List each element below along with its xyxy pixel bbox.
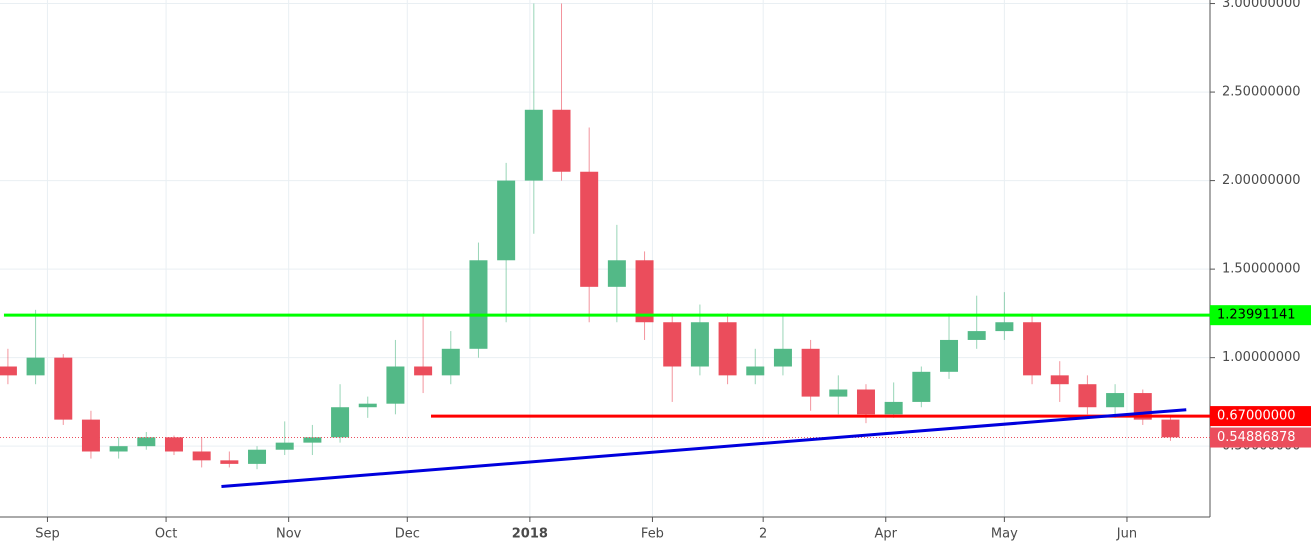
- trend-line: [221, 408, 1187, 489]
- y-tick-label: 1.50000000: [1222, 262, 1301, 277]
- candle-body: [220, 460, 239, 464]
- candle-body: [0, 366, 17, 376]
- candle-body: [773, 348, 792, 367]
- candle-body: [524, 109, 543, 181]
- candle-body: [1050, 375, 1069, 385]
- candle-body: [884, 401, 903, 415]
- candle-body: [358, 403, 377, 408]
- candle-body: [248, 449, 267, 464]
- candle-body: [441, 348, 460, 376]
- x-tick-label: Feb: [641, 527, 664, 542]
- price-box: [1210, 427, 1311, 448]
- x-tick-label: 2018: [512, 527, 548, 542]
- candle-body: [414, 366, 433, 376]
- price-box: [1210, 305, 1311, 326]
- candle-body: [856, 389, 875, 415]
- candle-body: [331, 407, 350, 438]
- candle-body: [940, 339, 959, 372]
- candle-body: [690, 322, 709, 367]
- x-tick-label: Sep: [35, 527, 60, 542]
- x-tick-label: Nov: [276, 527, 302, 542]
- candle-body: [81, 419, 100, 452]
- candle-body: [663, 322, 682, 367]
- y-tick-label: 1.00000000: [1222, 350, 1301, 365]
- candle-body: [746, 366, 765, 376]
- candle-body: [580, 171, 599, 287]
- candle-body: [967, 331, 986, 340]
- price-box-label: 0.54886878: [1217, 430, 1296, 445]
- candle-body: [718, 322, 737, 376]
- candle-body: [1161, 419, 1180, 438]
- candle-body: [995, 322, 1014, 332]
- x-tick-label: Apr: [875, 527, 898, 542]
- candle-body: [497, 180, 516, 261]
- x-tick-label: May: [991, 527, 1018, 542]
- candle-body: [552, 109, 571, 172]
- y-tick-label: 3.00000000: [1222, 0, 1301, 11]
- candle-body: [1023, 322, 1042, 376]
- x-tick-label: Oct: [155, 527, 177, 542]
- y-tick-label: 2.50000000: [1222, 85, 1301, 100]
- x-tick-label: Jun: [1116, 527, 1137, 542]
- price-box-label: 0.67000000: [1217, 409, 1296, 424]
- candle-body: [607, 260, 626, 287]
- y-tick-label: 2.00000000: [1222, 173, 1301, 188]
- candle-body: [109, 446, 128, 452]
- candle-body: [801, 348, 820, 397]
- candle-body: [469, 260, 488, 349]
- price-box: [1210, 406, 1311, 427]
- candle-body: [26, 357, 45, 376]
- candle-body: [912, 371, 931, 402]
- candle-body: [164, 437, 183, 452]
- candle-body: [137, 437, 156, 447]
- x-tick-label: 2: [759, 527, 767, 542]
- candle-body: [275, 442, 294, 450]
- candle-body: [635, 260, 654, 323]
- candle-body: [386, 366, 405, 404]
- candle-body: [1078, 384, 1097, 408]
- candle-body: [192, 451, 211, 461]
- candle-body: [303, 437, 322, 443]
- x-tick-label: Dec: [395, 527, 420, 542]
- candle-body: [829, 389, 848, 397]
- price-box-label: 1.23991141: [1217, 308, 1296, 323]
- candle-body: [54, 357, 73, 420]
- candle-body: [1106, 393, 1125, 408]
